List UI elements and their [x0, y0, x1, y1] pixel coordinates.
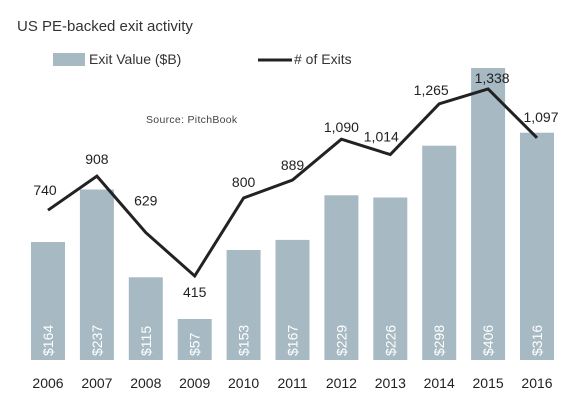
x-tick-2014: 2014 [424, 375, 455, 391]
bar-series [31, 68, 554, 360]
bar-2016 [520, 132, 554, 360]
bar-label-2013: $226 [382, 325, 398, 356]
line-series [47, 87, 539, 279]
bar-2008 [128, 277, 163, 360]
bar-value-labels: $164 $237 $115 $57 $153 $167 $229 $226 $298 $406 $… [40, 325, 545, 356]
bar-label-2014: $298 [431, 325, 447, 356]
bar-2011 [275, 239, 310, 360]
point-label-2011: 889 [281, 157, 305, 173]
x-tick-2016: 2016 [521, 375, 552, 391]
exits-line [47, 87, 539, 279]
bar-2007 [79, 189, 114, 360]
line-value-labels: 740 908 629 415 800 889 1,090 1,014 1,265 1,338 1,… [33, 70, 558, 300]
x-tick-2010: 2010 [228, 375, 259, 391]
point-label-2013: 1,014 [364, 129, 399, 145]
point-label-2008: 629 [134, 193, 158, 209]
x-axis-ticks: 2006 2007 2008 2009 2010 2011 2012 2013 2014 2015… [32, 375, 552, 391]
legend: Exit Value ($B) # of Exits [53, 51, 352, 67]
chart-title: US PE-backed exit activity [17, 18, 193, 35]
bar-2012 [324, 195, 359, 360]
legend-label-exits: # of Exits [294, 51, 352, 67]
point-label-2007: 908 [85, 151, 109, 167]
x-tick-2015: 2015 [473, 375, 504, 391]
bar-2015 [471, 68, 506, 360]
bar-label-2012: $229 [333, 325, 349, 356]
point-label-2006: 740 [33, 182, 57, 198]
bar-label-2009: $57 [187, 332, 203, 356]
x-tick-2009: 2009 [179, 375, 210, 391]
bar-2006 [31, 242, 65, 360]
x-tick-2008: 2008 [130, 375, 161, 391]
bar-label-2007: $237 [89, 325, 105, 356]
point-label-2014: 1,265 [414, 82, 449, 98]
bar-2013 [373, 197, 408, 360]
x-tick-2013: 2013 [375, 375, 406, 391]
bar-2014 [422, 145, 457, 360]
bar-label-2016: $316 [529, 325, 545, 356]
bar-2009 [177, 319, 212, 360]
bar-label-2010: $153 [236, 325, 252, 356]
bar-label-2015: $406 [480, 325, 496, 356]
bar-label-2006: $164 [40, 325, 56, 356]
point-label-2009: 415 [183, 284, 207, 300]
source-note: Source: PitchBook [146, 114, 238, 126]
bar-2010 [226, 250, 261, 360]
point-label-2010: 800 [232, 174, 256, 190]
point-label-2015: 1,338 [475, 70, 510, 86]
legend-label-exit-value: Exit Value ($B) [89, 51, 181, 67]
bar-label-2011: $167 [285, 325, 301, 356]
legend-swatch-exit-value [53, 53, 85, 66]
x-tick-2007: 2007 [81, 375, 112, 391]
x-tick-2012: 2012 [326, 375, 357, 391]
bar-label-2008: $115 [138, 326, 154, 356]
point-label-2016: 1,097 [523, 109, 558, 125]
point-label-2012: 1,090 [324, 119, 359, 135]
x-tick-2006: 2006 [32, 375, 63, 391]
x-tick-2011: 2011 [277, 375, 307, 391]
